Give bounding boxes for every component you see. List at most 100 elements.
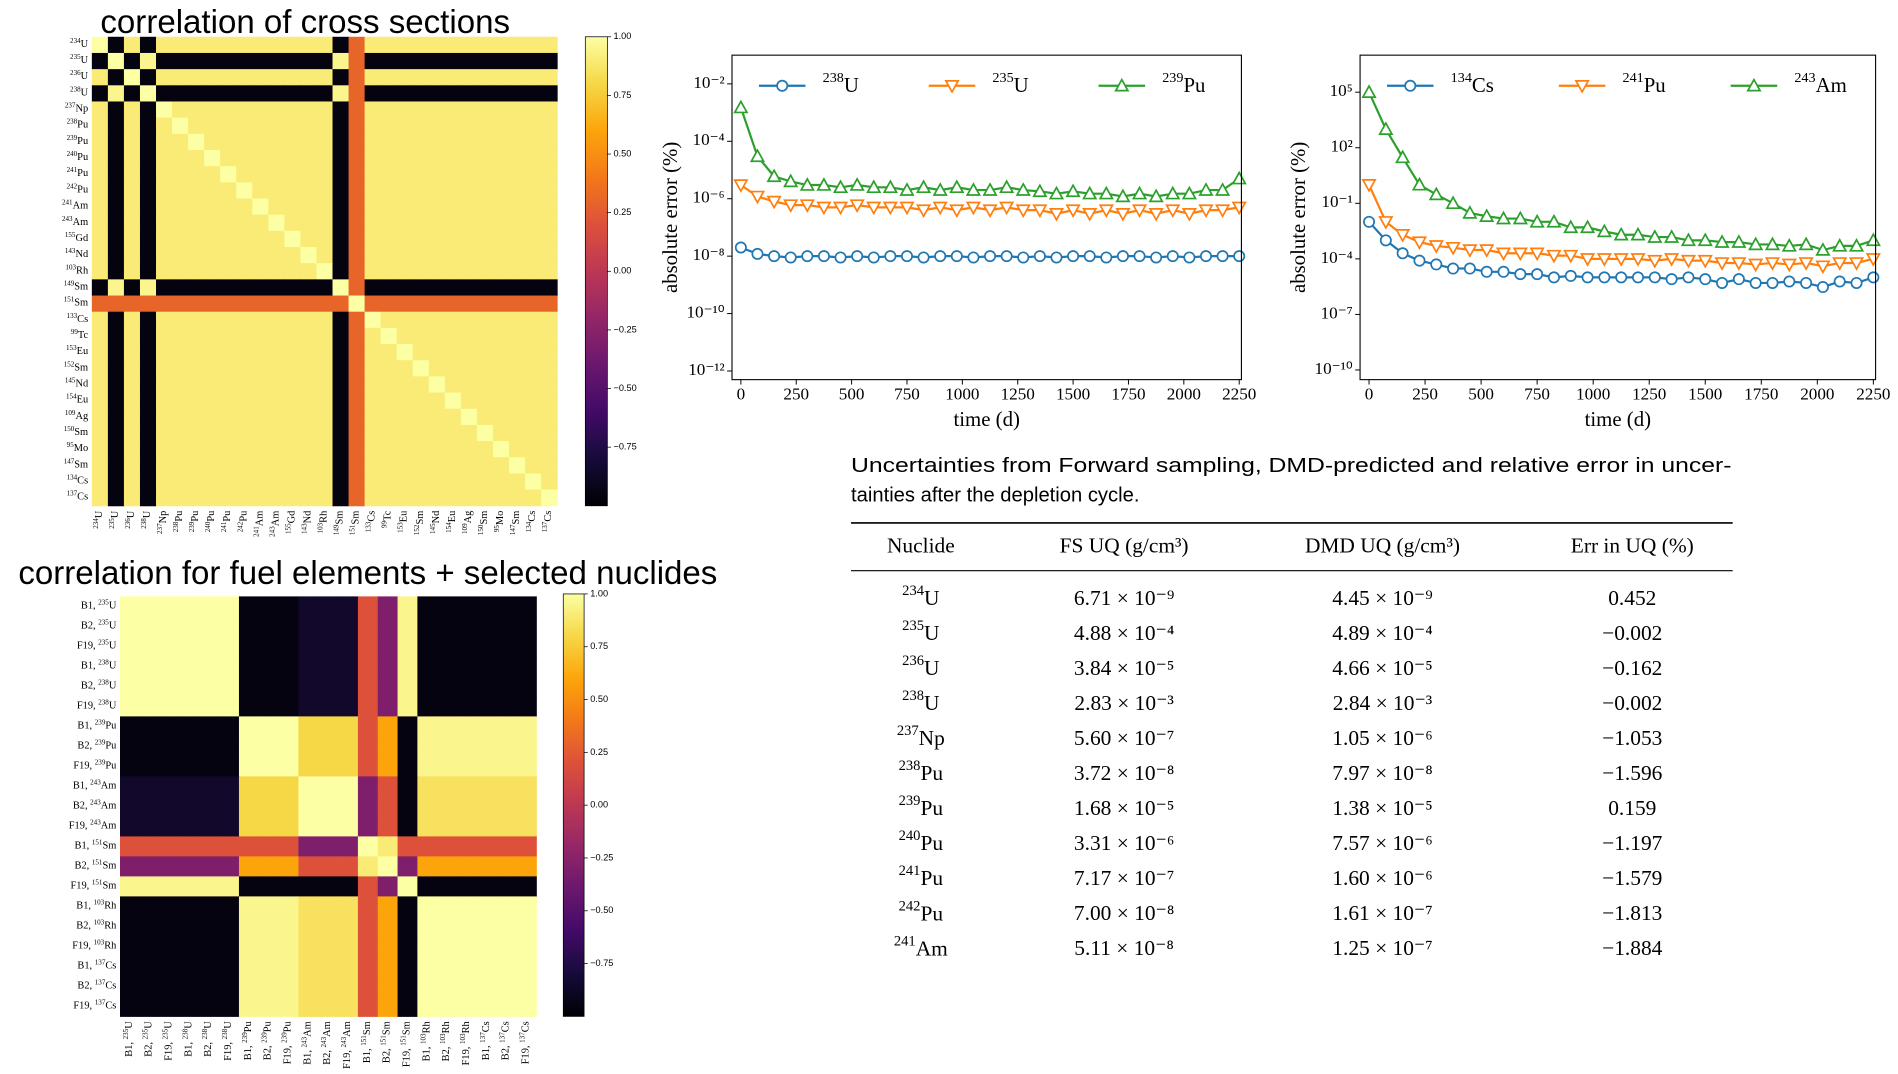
heatmap-cell [252,214,269,232]
heatmap-cell [120,996,141,1017]
heatmap-cell [457,696,478,717]
text-run: U [144,1021,155,1029]
heatmap-cell [397,736,418,757]
table-header: Nuclide [887,533,955,557]
heatmap-cell [284,149,301,167]
heatmap-cell [258,596,280,617]
heatmap-cell [236,295,253,313]
superscript: 235 [108,518,116,529]
marker [1463,262,1476,275]
marker [982,182,998,196]
heatmap-cell [204,441,221,458]
text-run: U [204,1021,215,1029]
heatmap-cell [172,392,189,410]
marker [817,250,830,263]
marker [749,190,766,205]
heatmap-cell [357,796,379,817]
marker [1378,121,1394,135]
heatmap-cell [107,457,125,474]
superscript: 242 [899,899,921,915]
heatmap-cell [258,956,280,977]
heatmap-cell [396,52,414,70]
colorbar-tick-label: 0.75 [613,90,631,100]
heatmap-cell [298,796,319,817]
heatmap-cell [525,69,542,86]
heatmap-cell [238,596,260,617]
heatmap-cell [516,916,537,937]
marker [999,201,1015,216]
marker [1781,238,1797,252]
heatmap-cell [492,473,510,491]
heatmap-cell [278,676,299,697]
text-run: B2, [144,1039,155,1056]
heatmap-cell [300,117,317,135]
superscript: 154 [444,522,452,533]
marker [1596,253,1612,267]
heatmap-cell [541,52,558,70]
heatmap-cell [509,376,526,394]
y-tick-label: F19, 137Cs [73,998,116,1012]
heatmap-cell [188,327,205,345]
heatmap-cell [476,616,498,637]
marker [1531,268,1544,281]
heatmap-cell [156,263,173,280]
heatmap-cell [338,836,359,857]
superscript: 235 [992,70,1013,86]
superscript: 99 [71,328,79,336]
heatmap-cell [179,596,200,617]
heatmap-cell [268,327,285,345]
heatmap-cell [172,295,189,313]
marker [932,182,948,196]
heatmap-cell [476,230,494,248]
x-tick-label: F19, 238U [221,1021,235,1061]
heatmap-cell [188,85,205,102]
heatmap-cell [428,457,446,474]
heatmap-cell [318,796,339,817]
marker [1850,276,1863,289]
text-run: Rh [461,1021,472,1034]
heatmap-cell [284,133,301,151]
heatmap-cell [139,327,157,345]
y-tick-label: 10² [1330,137,1352,156]
heatmap-cell [298,696,319,717]
y-tick-label: 234U [70,36,89,50]
heatmap-cell [156,198,173,216]
table-cell: 0.159 [1608,796,1656,820]
heatmap-cell [541,473,558,491]
heatmap-cell [348,295,366,313]
heatmap-cell [516,996,537,1017]
heatmap-cell [139,756,161,777]
y-tick-label: 10⁻¹⁰ [1315,359,1353,378]
table-header: DMD UQ (g/cm³) [1305,533,1460,557]
y-tick-label: B2, 151Sm [75,858,117,872]
heatmap-cell [156,214,173,232]
heatmap-cell [348,52,366,70]
table-cell: 1.68 × 10⁻⁵ [1074,796,1174,820]
x-tick-label: 238Pu [172,510,186,532]
y-tick-label: 10⁻⁷ [1321,303,1353,322]
heatmap-cell [139,896,161,917]
heatmap-cell [516,896,537,917]
heatmap-cell [236,489,253,507]
heatmap-cell [179,696,200,717]
heatmap-cell [316,263,334,280]
chart-title: correlation of cross sections [100,4,510,41]
superscript: 241 [67,166,78,174]
text-run: U [109,601,117,612]
marker [1766,276,1779,289]
heatmap-cell [348,344,366,361]
colorbar-tick-label: 0.50 [590,694,608,704]
text-run: Am [1816,73,1847,97]
heatmap-cell [120,916,141,937]
heatmap-cell [316,247,334,264]
marker [1815,260,1831,275]
heatmap-cell [332,327,350,345]
heatmap-cell [397,656,418,677]
marker [965,182,982,196]
text-run: B2, [501,1043,512,1060]
marker [799,177,815,191]
heatmap-cell [252,52,269,70]
text-run: Np [158,511,169,524]
y-tick-label: 103Rh [65,263,89,277]
